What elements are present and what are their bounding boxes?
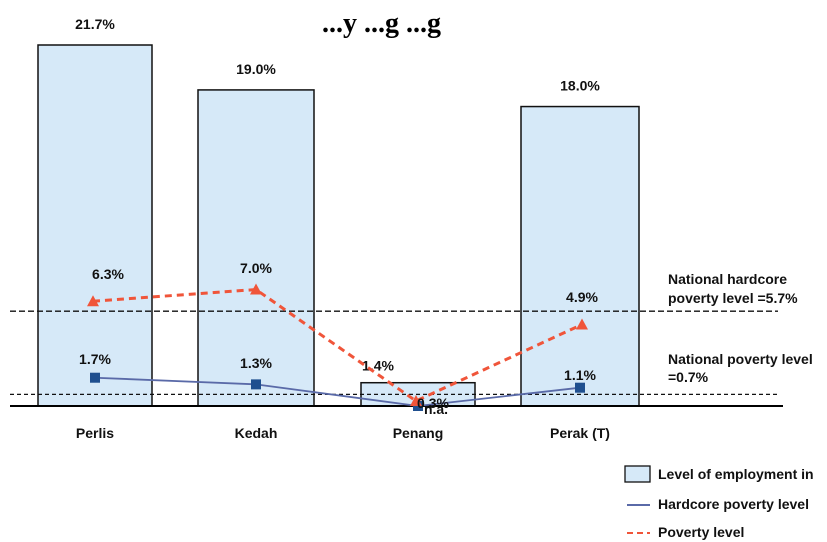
reference-lines-group: [10, 310, 778, 396]
bar-value-label-perlis: 21.7%: [75, 16, 115, 32]
poverty-line: [92, 288, 583, 403]
hardcore-marker-perlis: [90, 372, 100, 383]
x-tick-label-perlis: Perlis: [76, 425, 114, 441]
poverty-marker-penang: [410, 395, 422, 407]
x-tick-labels-group: Perlis Kedah Penang Perak (T): [76, 425, 610, 441]
hardcore-label-perak-t: 1.1%: [564, 367, 596, 383]
poverty-label-perlis: 6.3%: [92, 266, 124, 282]
bar-kedah: [197, 89, 315, 407]
poverty-marker-perlis: [87, 295, 99, 307]
legend-swatch-employment: [624, 465, 651, 483]
x-tick-label-kedah: Kedah: [235, 425, 278, 441]
legend-label-employment: Level of employment in: [658, 466, 814, 482]
bar-value-label-penang: 1.4%: [362, 358, 394, 374]
x-tick-label-penang: Penang: [393, 425, 444, 441]
ref-label-hardcore-line2: poverty level =5.7%: [668, 290, 798, 306]
bar-perlis: [37, 44, 153, 407]
poverty-marker-perak-t: [576, 318, 588, 330]
hardcore-marker-perak-t: [575, 382, 585, 393]
bar-value-label-kedah: 19.0%: [236, 61, 276, 77]
hardcore-label-kedah: 1.3%: [240, 355, 272, 371]
point-labels-group: 6.3% 7.0% 0.3% 4.9% 1.7% 1.3% n.a. 1.1%: [79, 260, 598, 417]
x-tick-label-perak-t: Perak (T): [550, 425, 610, 441]
bars-group: [37, 44, 640, 407]
bar-labels-group: 21.7% 19.0% 18.0% 1.4%: [75, 16, 600, 374]
hardcore-label-perlis: 1.7%: [79, 351, 111, 367]
legend-label-poverty: Poverty level: [658, 524, 744, 540]
ref-label-hardcore-line1: National hardcore: [668, 271, 787, 287]
poverty-marker-kedah: [250, 283, 262, 295]
bar-value-label-perak-t: 18.0%: [560, 78, 600, 94]
poverty-label-perak-t: 4.9%: [566, 289, 598, 305]
chart-title: ...y ...g ...g: [322, 8, 441, 39]
legend: Level of employment in Hardcore poverty …: [624, 465, 814, 540]
hardcore-marker-kedah: [251, 379, 261, 390]
ref-label-poverty-line1: National poverty level: [668, 351, 813, 367]
poverty-label-kedah: 7.0%: [240, 260, 272, 276]
hardcore-label-penang: n.a.: [424, 401, 448, 417]
hardcore-poverty-line: [94, 376, 581, 407]
ref-label-poverty-line2: =0.7%: [668, 369, 709, 385]
line-series-group: [87, 283, 588, 411]
bar-perak-t: [520, 105, 640, 407]
poverty-label-penang: 0.3%: [417, 395, 449, 411]
legend-label-hardcore: Hardcore poverty level: [658, 496, 809, 512]
